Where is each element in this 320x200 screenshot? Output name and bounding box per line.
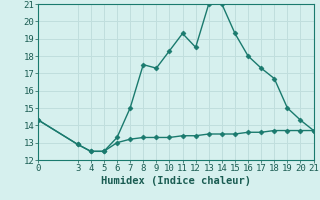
X-axis label: Humidex (Indice chaleur): Humidex (Indice chaleur) bbox=[101, 176, 251, 186]
